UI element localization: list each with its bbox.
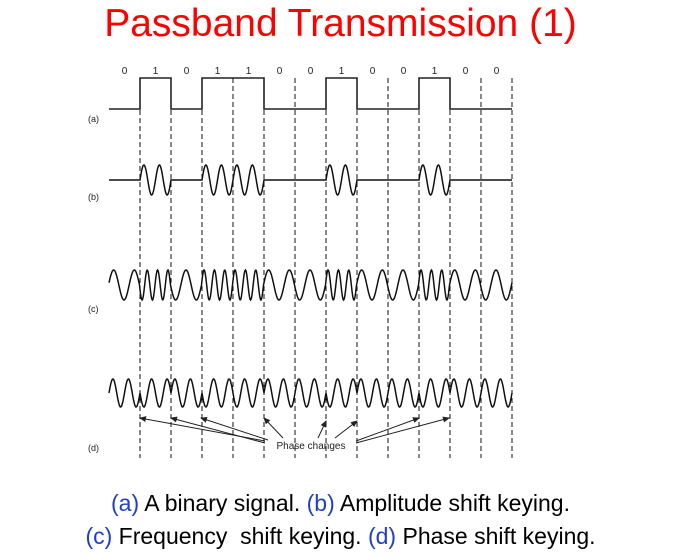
caption-text-a: A binary signal. <box>139 490 307 516</box>
row-label-c: (c) <box>88 304 99 314</box>
bit-label: 1 <box>153 66 159 77</box>
caption-line-2: (c) Frequency shift keying. (d) Phase sh… <box>0 523 681 550</box>
phase-change-arrow <box>170 416 266 444</box>
bit-label: 0 <box>308 66 314 77</box>
modulation-diagram: 0 1 0 1 1 0 0 1 0 0 1 0 0 (a) (b) (c) (d) Phase changes <box>88 66 513 458</box>
phase-changes-label: Phase changes <box>277 441 346 452</box>
phase-change-arrow <box>317 420 327 439</box>
bit-label: 0 <box>122 66 128 77</box>
row-label-d: (d) <box>88 443 99 453</box>
bit-label: 1 <box>246 66 252 77</box>
fsk-wave <box>108 268 513 302</box>
caption-tag-c: (c) <box>85 523 113 549</box>
psk-wave <box>108 378 513 408</box>
caption-line-1: (a) A binary signal. (b) Amplitude shift… <box>0 490 681 517</box>
caption-tag-d: (d) <box>367 523 397 549</box>
caption-text-d: Phase shift keying. <box>396 523 596 549</box>
bit-label: 0 <box>494 66 500 77</box>
caption-text-c: Frequency shift keying. <box>112 523 368 549</box>
bit-label: 1 <box>215 66 221 77</box>
phase-change-arrow <box>200 417 269 441</box>
row-label-b: (b) <box>88 192 99 202</box>
bit-label: 0 <box>401 66 407 77</box>
ask-wave <box>109 164 512 196</box>
bit-label: 0 <box>463 66 469 77</box>
phase-change-arrow <box>355 417 420 442</box>
caption-text-b: Amplitude shift keying. <box>334 490 570 516</box>
bit-label: 0 <box>184 66 190 77</box>
phase-change-arrow <box>355 416 450 444</box>
row-label-a: (a) <box>88 114 99 124</box>
phase-change-arrow <box>334 420 358 439</box>
phase-change-arrow <box>263 417 284 439</box>
bit-label: 0 <box>277 66 283 77</box>
bit-label: 1 <box>432 66 438 77</box>
binary-signal-wave <box>109 77 512 110</box>
slide-title: Passband Transmission (1) <box>104 2 577 45</box>
bit-label: 1 <box>339 66 345 77</box>
bit-label: 0 <box>370 66 376 77</box>
caption-tag-b: (b) <box>306 490 335 516</box>
caption-tag-a: (a) <box>111 490 140 516</box>
